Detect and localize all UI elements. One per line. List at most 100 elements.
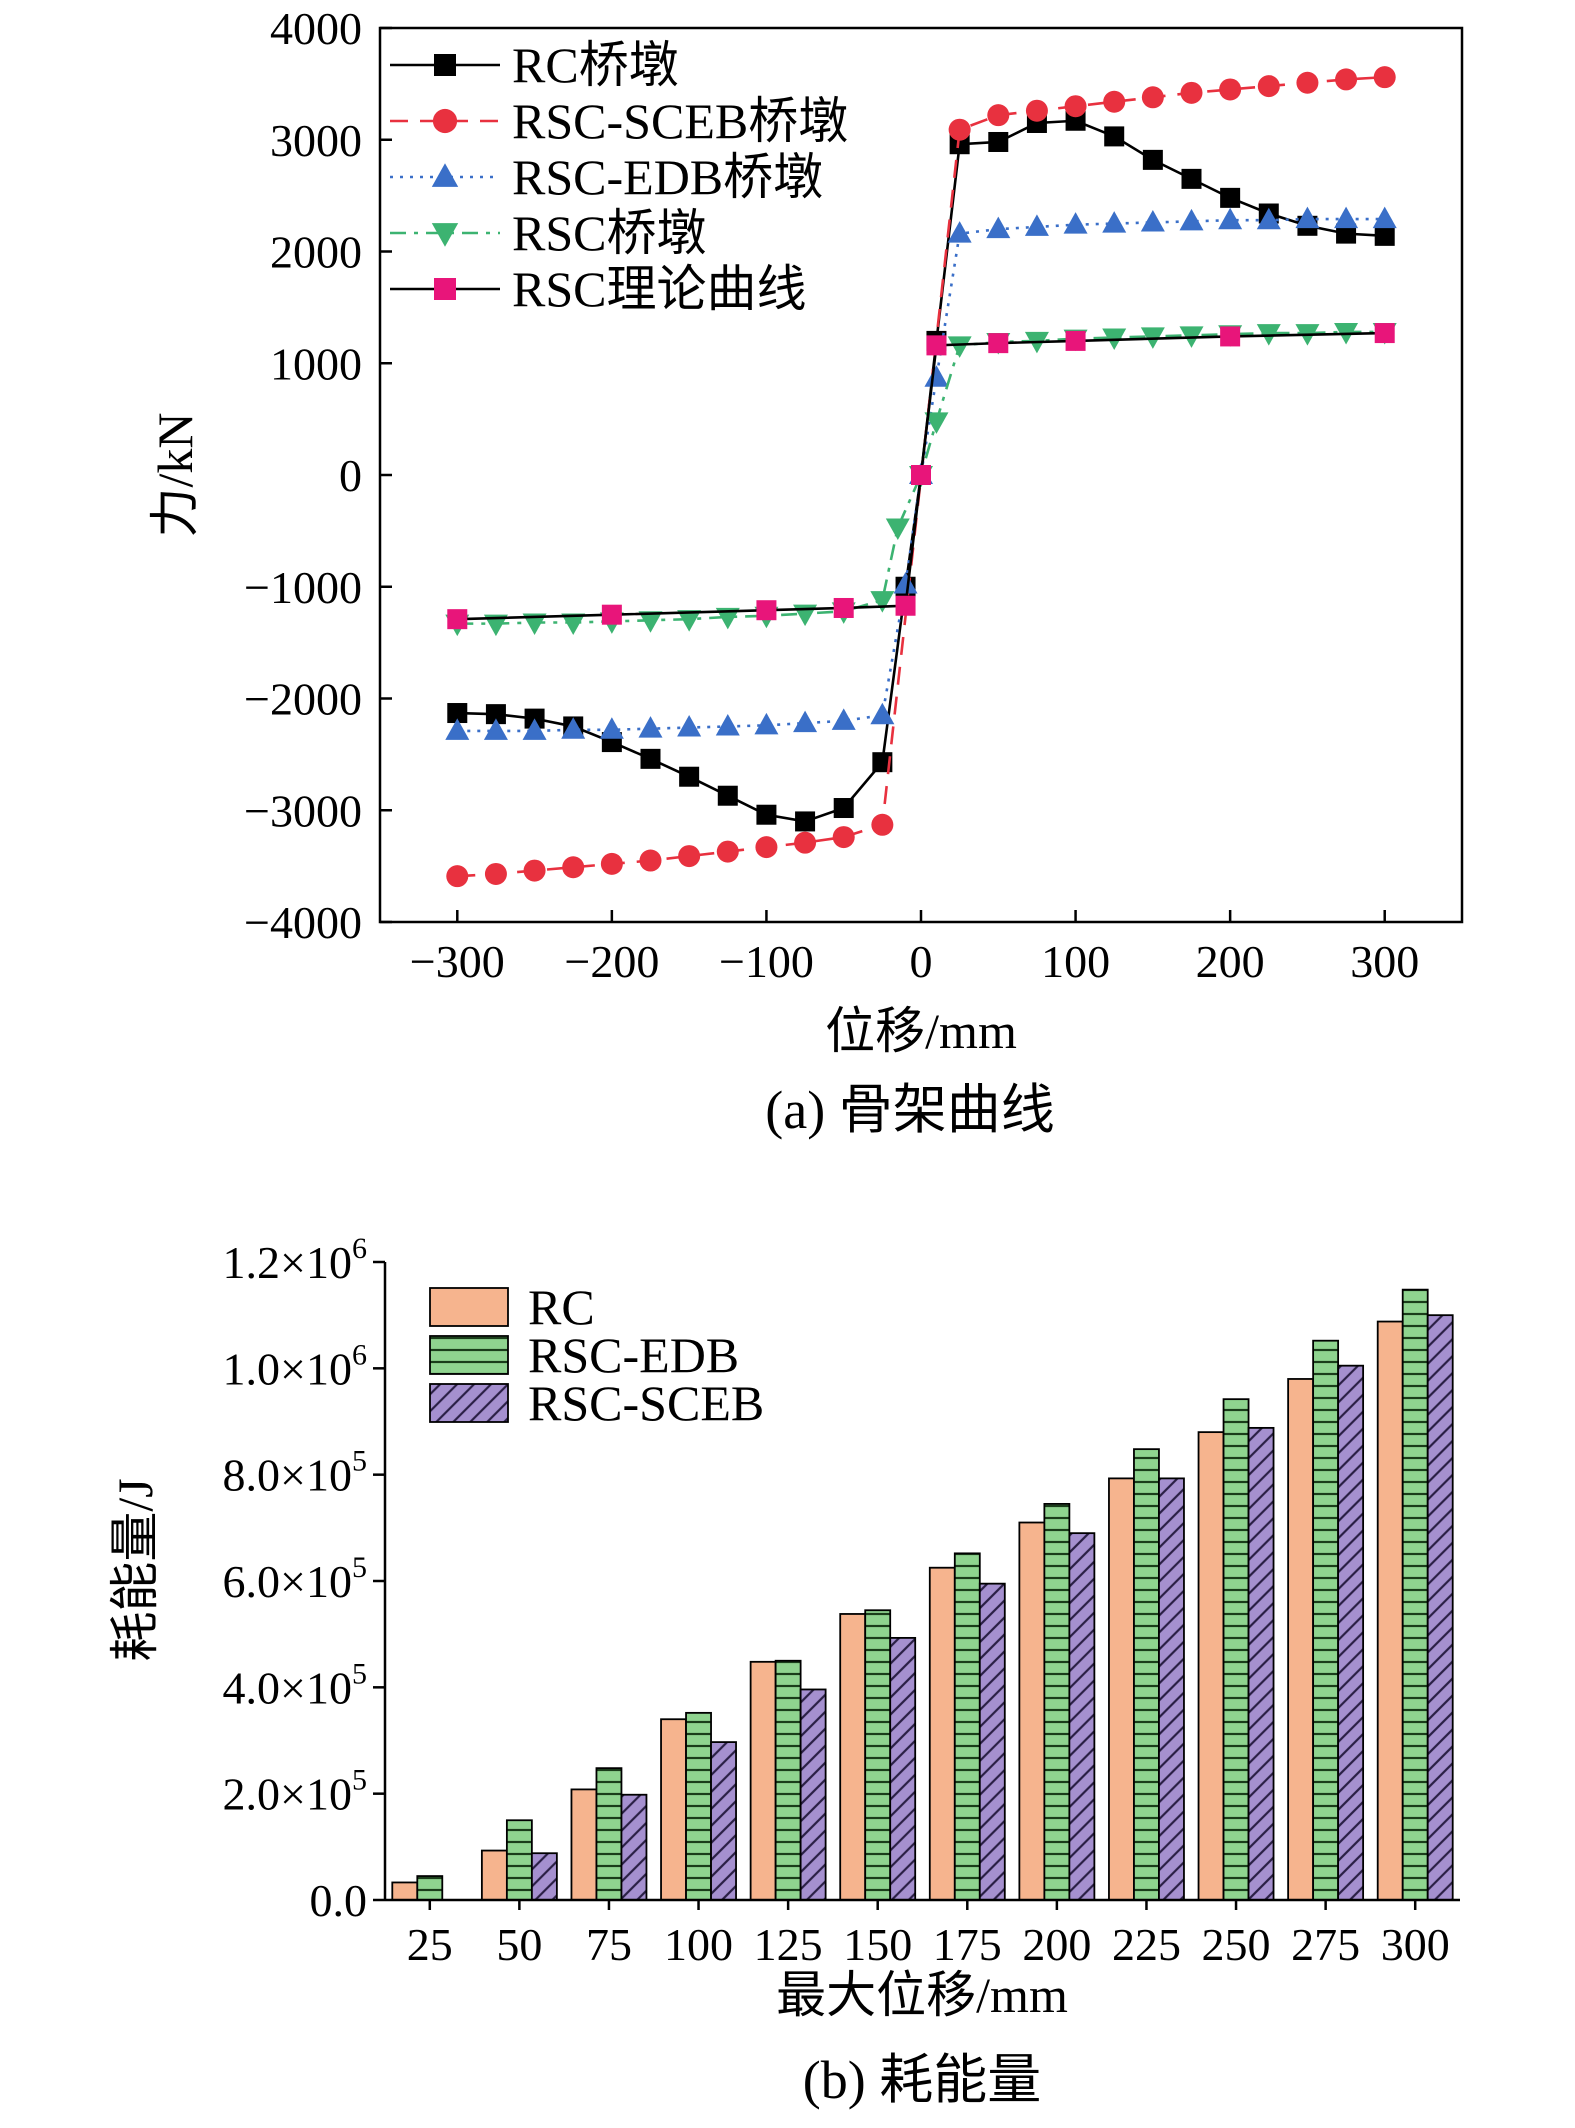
legend-item: RSC-EDB桥墩 — [390, 149, 823, 205]
data-point — [986, 216, 1011, 239]
data-point — [794, 831, 817, 854]
legend-swatch — [429, 1335, 509, 1375]
x-tick-label: 200 — [1196, 936, 1265, 987]
bar-1 — [1043, 1503, 1071, 1901]
data-point — [639, 849, 662, 872]
legend-label: RSC-SCEB桥墩 — [512, 93, 848, 149]
data-point — [1218, 207, 1243, 230]
legend-label: RSC-EDB — [528, 1327, 739, 1383]
data-point — [677, 610, 702, 632]
data-point — [561, 717, 586, 739]
data-point — [562, 856, 585, 879]
data-point — [831, 708, 856, 730]
y-tick-label: 0 — [339, 450, 362, 501]
data-point — [926, 335, 947, 356]
data-point — [715, 607, 740, 630]
x-tick-label: 300 — [1350, 936, 1419, 987]
chart-a-x-label: 位移/mm — [825, 1003, 1017, 1059]
legend-marker — [434, 278, 456, 300]
y-tick-label: −3000 — [244, 785, 362, 836]
data-point — [1374, 225, 1395, 246]
legend-marker — [431, 163, 459, 187]
data-point — [1102, 211, 1127, 233]
series-1 — [446, 66, 1396, 888]
legend-marker — [431, 223, 459, 247]
series-line — [457, 330, 1385, 625]
bar-2 — [889, 1636, 917, 1901]
bar-1 — [416, 1875, 444, 1901]
bar-2 — [620, 1793, 648, 1901]
bar-2 — [799, 1688, 827, 1901]
chart-b: 0.0 2.0×105 4.0×105 6.0×105 8.0×105 1.0×106 1.… — [107, 1232, 1460, 2110]
legend-item: RSC桥墩 — [390, 205, 707, 261]
y-tick-label: 0.0 — [310, 1875, 368, 1926]
chart-a-caption: (a) 骨架曲线 — [765, 1080, 1054, 1140]
bar-1 — [1133, 1448, 1160, 1901]
legend-label: RSC桥墩 — [512, 205, 707, 261]
legend-item: RC桥墩 — [390, 37, 679, 93]
data-point — [522, 613, 547, 636]
bar-0 — [928, 1566, 956, 1901]
y-tick-label: 4.0×105 — [223, 1657, 367, 1713]
bar-2 — [978, 1582, 1006, 1901]
bar-0 — [1376, 1320, 1404, 1901]
data-point — [484, 862, 507, 885]
data-point — [600, 852, 623, 875]
data-point — [924, 365, 949, 387]
bar-0 — [749, 1660, 777, 1901]
bar-2 — [1337, 1364, 1365, 1901]
data-point — [1065, 330, 1086, 351]
y-tick-label: 2.0×105 — [223, 1764, 367, 1820]
data-point — [1374, 323, 1395, 344]
bar-0 — [1018, 1521, 1046, 1901]
data-point — [872, 752, 893, 773]
data-point — [1256, 207, 1281, 230]
bar-2 — [1247, 1426, 1275, 1901]
data-point — [717, 785, 738, 806]
bar-2 — [530, 1852, 558, 1901]
x-tick-label: 0 — [910, 936, 933, 987]
data-point — [948, 118, 971, 141]
x-tick-label: 25 — [407, 1919, 453, 1970]
data-point — [1295, 206, 1320, 229]
data-point — [483, 718, 508, 740]
data-point — [833, 597, 854, 618]
data-point — [833, 798, 854, 819]
y-tick-label: 8.0×105 — [223, 1445, 367, 1501]
x-tick-label: 150 — [843, 1919, 912, 1970]
data-point — [1025, 99, 1048, 122]
data-point — [1257, 75, 1280, 98]
data-point — [911, 465, 931, 485]
bar-0 — [660, 1718, 687, 1901]
data-point — [795, 811, 816, 832]
y-tick-label: 4000 — [270, 3, 362, 54]
bar-1 — [1401, 1288, 1429, 1901]
y-tick-label: 3000 — [270, 115, 362, 166]
y-tick-label: 1.2×106 — [223, 1232, 367, 1288]
data-point — [483, 614, 508, 637]
data-point — [679, 766, 700, 787]
chart-b-y-label: 耗能量/J — [107, 1478, 163, 1661]
data-point — [1335, 68, 1358, 91]
data-point — [870, 702, 895, 725]
x-tick-label: 125 — [754, 1919, 823, 1970]
y-tick-label: −1000 — [244, 562, 362, 613]
x-tick-label: −200 — [564, 936, 659, 987]
series-4 — [447, 323, 1395, 630]
data-point — [1220, 187, 1241, 208]
x-tick-label: 75 — [586, 1919, 632, 1970]
legend-swatch — [429, 1287, 509, 1327]
data-point — [599, 717, 624, 739]
data-point — [446, 865, 469, 888]
data-point — [601, 604, 622, 625]
legend-label: RSC-SCEB — [528, 1375, 764, 1431]
bar-1 — [505, 1819, 533, 1901]
x-tick-label: 300 — [1381, 1919, 1450, 1970]
data-point — [1063, 212, 1088, 234]
data-point — [715, 713, 740, 736]
bar-0 — [570, 1788, 598, 1901]
bar-0 — [1287, 1378, 1315, 1901]
x-tick-label: 200 — [1022, 1919, 1091, 1970]
data-point — [988, 131, 1009, 152]
